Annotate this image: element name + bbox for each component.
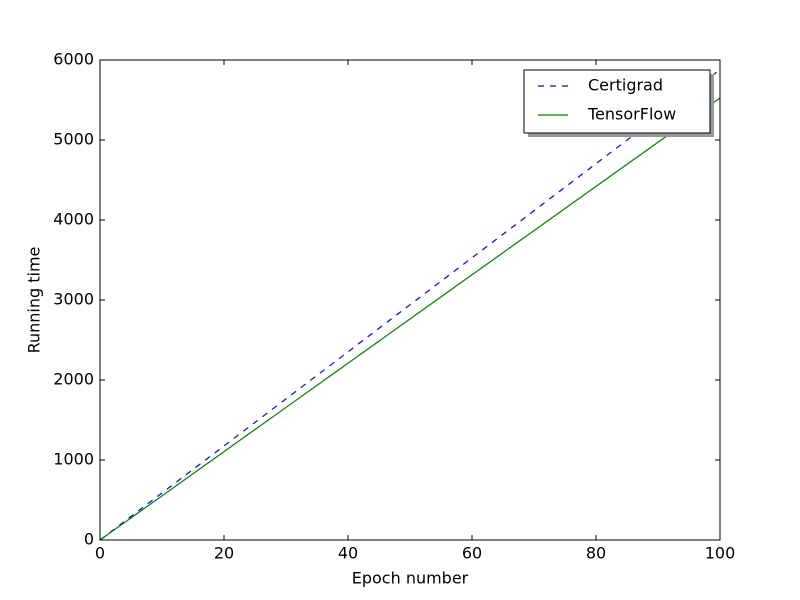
y-tick-label: 4000 [53, 210, 94, 229]
x-tick-label: 40 [338, 544, 358, 563]
y-axis-label: Running time [25, 247, 44, 354]
x-tick-label: 80 [586, 544, 606, 563]
series-line [99, 97, 721, 541]
y-tick-label: 3000 [53, 290, 94, 309]
y-tick-label: 5000 [53, 130, 94, 149]
legend-label: Certigrad [588, 76, 663, 95]
y-tick-label: 2000 [53, 370, 94, 389]
x-tick-label: 60 [462, 544, 482, 563]
x-tick-label: 100 [705, 544, 736, 563]
y-tick-label: 6000 [53, 50, 94, 69]
y-tick-label: 0 [84, 530, 94, 549]
series-line [99, 69, 721, 541]
x-axis-label: Epoch number [352, 569, 469, 588]
legend-label: TensorFlow [587, 105, 676, 124]
x-tick-label: 0 [95, 544, 105, 563]
x-tick-label: 20 [214, 544, 234, 563]
plot-frame [99, 59, 721, 541]
y-tick-label: 1000 [53, 450, 94, 469]
legend-box [523, 69, 711, 134]
